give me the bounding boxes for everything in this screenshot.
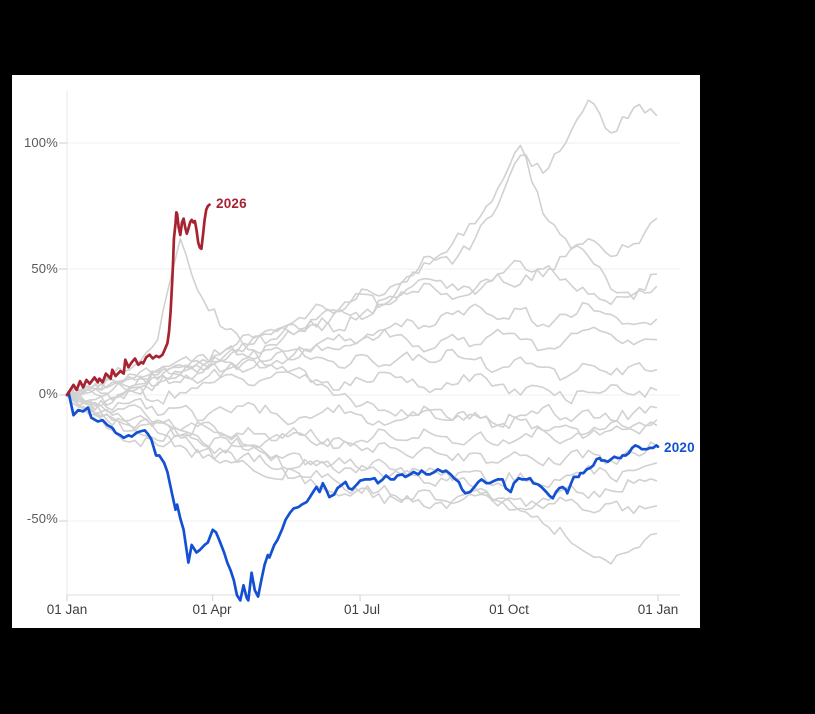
series-line-2020 <box>65 391 660 602</box>
y-axis-label: 50% <box>31 261 58 276</box>
background-series-line <box>66 348 658 407</box>
background-series-line <box>66 393 658 467</box>
series-end-label-2026: 2026 <box>216 196 247 211</box>
background-series-line <box>66 326 658 406</box>
series-end-label-2020: 2020 <box>664 440 695 455</box>
x-axis-label: 01 Oct <box>489 602 529 617</box>
background-series-line <box>66 394 658 565</box>
background-series-line <box>66 265 658 397</box>
background-series-line <box>66 394 658 450</box>
y-axis-label: -50% <box>26 511 58 526</box>
line-chart[interactable] <box>12 75 700 628</box>
x-axis-label: 01 Jan <box>46 602 88 617</box>
x-axis-label: 01 Jan <box>637 602 679 617</box>
y-axis-label: 0% <box>38 386 58 401</box>
background-series-line <box>66 394 658 428</box>
x-axis-label: 01 Jul <box>343 602 381 617</box>
background-series-line <box>66 394 658 511</box>
background-series-line <box>66 366 658 405</box>
background-series-line <box>66 301 658 403</box>
background-series-line <box>66 238 658 440</box>
x-axis-label: 01 Apr <box>192 602 232 617</box>
y-axis-label: 100% <box>23 135 58 150</box>
series-line-2026 <box>65 203 211 397</box>
background-series-line <box>66 217 658 396</box>
background-series-line <box>66 99 658 396</box>
background-series-line <box>66 144 658 401</box>
background-series-line <box>66 392 658 515</box>
chart-panel: 100% 50% 0% -50% 01 Jan 01 Apr 01 Jul 01… <box>12 75 700 628</box>
